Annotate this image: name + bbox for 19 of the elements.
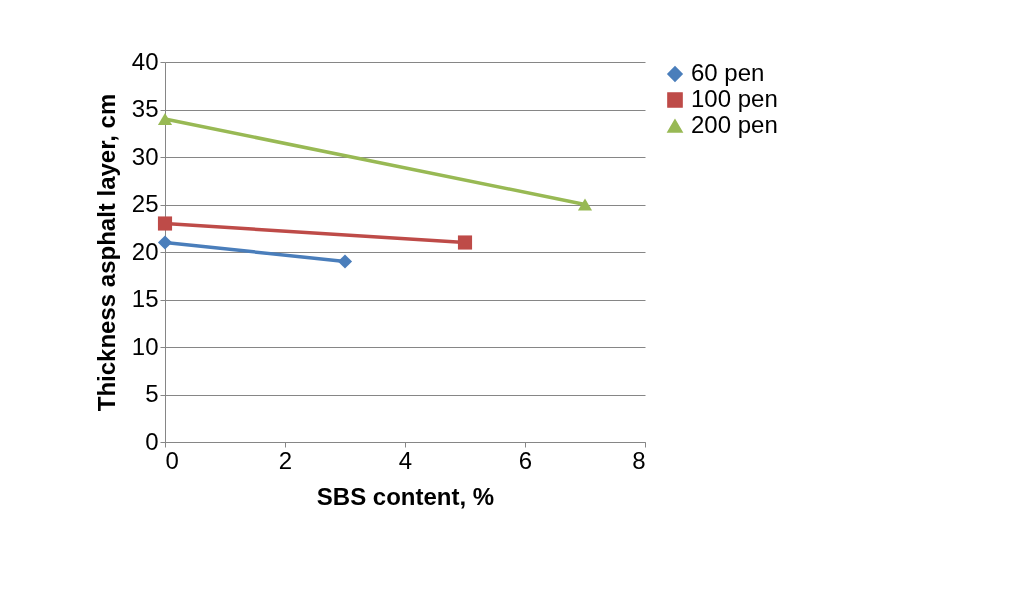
y-tick-label: 10 <box>131 332 159 360</box>
y-tick-label: 40 <box>131 47 159 75</box>
x-tick-label: 4 <box>398 446 413 474</box>
y-tick-label: 15 <box>131 285 159 312</box>
y-axis-title: Thickness asphalt layer, cm <box>92 93 120 412</box>
x-tick-label: 6 <box>518 446 533 474</box>
y-tick-label: 25 <box>131 190 159 217</box>
legend-label: 100 pen <box>691 85 778 112</box>
y-tick-label: 5 <box>145 380 159 407</box>
y-tick-label: 30 <box>131 142 159 170</box>
y-tick-label: 0 <box>145 427 159 455</box>
legend-label: 200 pen <box>691 111 778 138</box>
legend-label: 60 pen <box>691 59 765 86</box>
y-tick-label: 20 <box>131 237 159 265</box>
x-tick-label: 0 <box>165 446 179 474</box>
x-tick-label: 8 <box>632 446 646 474</box>
y-tick-label: 35 <box>131 95 159 122</box>
x-tick-label: 2 <box>278 446 293 474</box>
x-axis-title: SBS content, % <box>316 482 495 510</box>
